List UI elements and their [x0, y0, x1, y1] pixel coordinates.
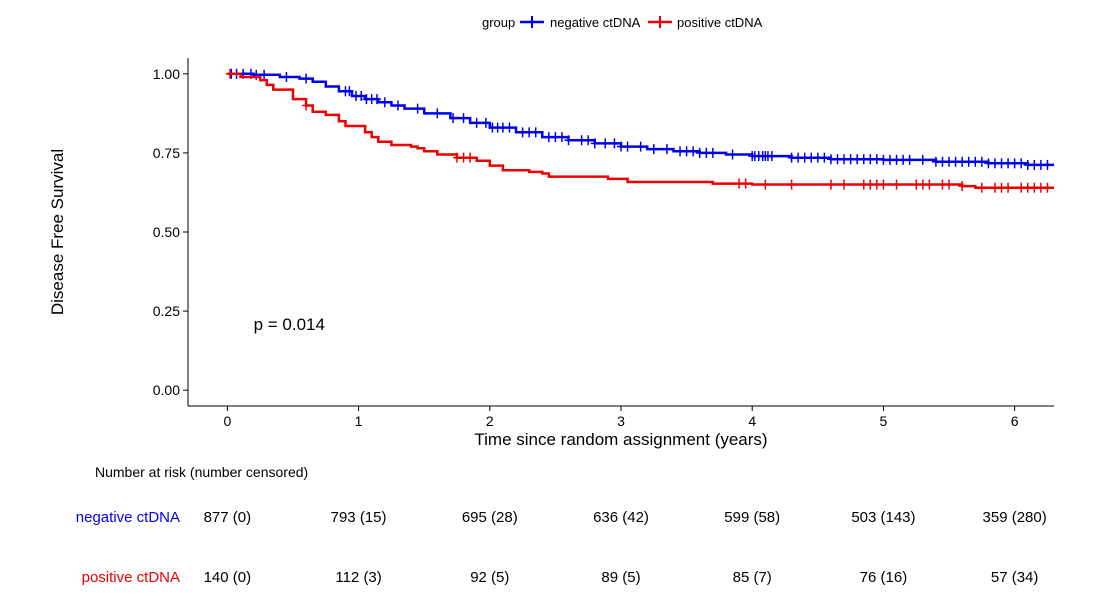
- risk-cell: 636 (42): [593, 509, 649, 526]
- risk-cell: 76 (16): [860, 569, 908, 586]
- y-tick-label: 1.00: [153, 66, 180, 82]
- risk-cell: 695 (28): [462, 509, 518, 526]
- x-tick-label: 4: [748, 413, 756, 429]
- risk-cell: 599 (58): [724, 509, 780, 526]
- risk-cell: 359 (280): [983, 509, 1047, 526]
- risk-table: negative ctDNA 877 (0) 793 (15) 695 (28) 636…: [76, 509, 1047, 586]
- risk-cell: 89 (5): [601, 569, 640, 586]
- x-tick-label: 3: [617, 413, 625, 429]
- risk-cell: 57 (34): [991, 569, 1039, 586]
- legend: group negative ctDNA positive ctDNA: [482, 15, 763, 30]
- y-tick-label: 0.75: [153, 145, 180, 161]
- legend-label-negative: negative ctDNA: [550, 15, 641, 30]
- risk-cell: 503 (143): [851, 509, 915, 526]
- p-value-annotation: p = 0.014: [254, 315, 325, 334]
- y-tick-label: 0.25: [153, 303, 180, 319]
- x-axis-label: Time since random assignment (years): [474, 430, 767, 449]
- survival-curve-positive: [227, 72, 1054, 189]
- x-tick-label: 0: [223, 413, 231, 429]
- x-tick-label: 6: [1011, 413, 1019, 429]
- legend-label-positive: positive ctDNA: [677, 15, 763, 30]
- risk-cell: 112 (3): [335, 569, 381, 586]
- y-axis-label: Disease Free Survival: [48, 149, 67, 315]
- risk-cell: 140 (0): [204, 569, 252, 586]
- series-layer: [225, 68, 1054, 193]
- x-tick-label: 2: [486, 413, 494, 429]
- x-ticks: 0 1 2 3 4 5 6: [223, 406, 1019, 429]
- risk-cell: 877 (0): [204, 509, 252, 526]
- risk-cell: 92 (5): [470, 569, 509, 586]
- risk-row-label: positive ctDNA: [82, 569, 180, 586]
- y-ticks: 0.00 0.25 0.50 0.75 1.00: [153, 66, 188, 398]
- y-tick-label: 0.50: [153, 224, 180, 240]
- risk-cell: 793 (15): [331, 509, 387, 526]
- risk-table-title: Number at risk (number censored): [95, 464, 308, 480]
- legend-title: group: [482, 15, 515, 30]
- risk-row-label: negative ctDNA: [76, 509, 180, 526]
- risk-cell: 85 (7): [733, 569, 772, 586]
- y-tick-label: 0.00: [153, 382, 180, 398]
- x-tick-label: 5: [880, 413, 888, 429]
- x-tick-label: 1: [355, 413, 363, 429]
